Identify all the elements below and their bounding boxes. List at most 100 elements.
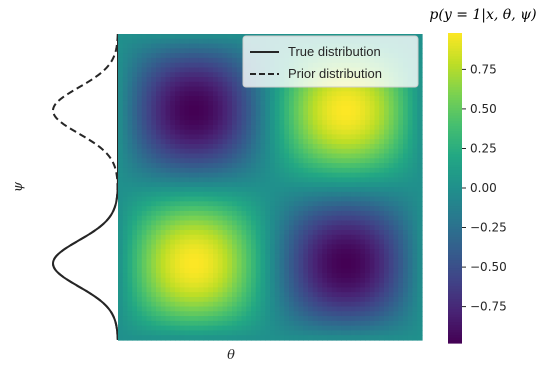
heatmap-cell: [141, 187, 148, 193]
heatmap-cell: [346, 115, 352, 121]
heatmap-cell: [346, 158, 352, 164]
heatmap-cell: [336, 311, 342, 317]
heatmap-cell: [160, 38, 167, 45]
colorbar-segment: [448, 123, 462, 127]
heatmap-cell: [407, 311, 414, 317]
heatmap-cell: [403, 139, 409, 145]
heatmap-cell: [213, 201, 219, 207]
heatmap-cell: [118, 325, 124, 332]
heatmap-cell: [251, 206, 257, 212]
heatmap-cell: [189, 48, 195, 54]
heatmap-cell: [350, 139, 357, 145]
heatmap-cell: [412, 325, 418, 332]
colorbar-segment: [448, 110, 462, 114]
heatmap-cell: [260, 163, 266, 169]
heatmap-cell: [137, 330, 143, 336]
heatmap-cell: [336, 244, 342, 250]
heatmap-cell: [284, 129, 290, 136]
heatmap-cell: [156, 253, 162, 260]
heatmap-cell: [217, 139, 224, 145]
heatmap-cell: [236, 77, 243, 83]
heatmap-cell: [322, 167, 328, 174]
heatmap-cell: [360, 335, 366, 341]
heatmap-cell: [236, 105, 243, 112]
heatmap-cell: [369, 253, 376, 260]
heatmap-cell: [403, 187, 409, 193]
heatmap-cell: [241, 225, 247, 231]
heatmap-cell: [203, 268, 209, 274]
heatmap-cell: [189, 77, 195, 83]
heatmap-cell: [327, 115, 333, 121]
heatmap-cell: [232, 153, 238, 159]
heatmap-cell: [417, 191, 423, 198]
y-axis-label: ψ: [11, 181, 26, 192]
heatmap-cell: [132, 191, 138, 198]
heatmap-cell: [289, 177, 295, 183]
heatmap-cell: [388, 206, 395, 212]
heatmap-cell: [274, 206, 281, 212]
heatmap-cell: [274, 177, 281, 183]
heatmap-cell: [255, 258, 262, 265]
heatmap-cell: [118, 91, 124, 97]
heatmap-cell: [412, 249, 418, 255]
heatmap-cell: [360, 191, 366, 198]
heatmap-cell: [331, 153, 338, 159]
heatmap-cell: [137, 316, 143, 322]
heatmap-cell: [213, 287, 219, 293]
heatmap-cell: [317, 296, 323, 303]
heatmap-cell: [198, 77, 205, 83]
heatmap-cell: [365, 124, 371, 131]
heatmap-cell: [208, 253, 214, 260]
heatmap-cell: [179, 249, 186, 255]
heatmap-cell: [293, 100, 300, 107]
heatmap-cell: [208, 306, 214, 312]
heatmap-cell: [284, 263, 290, 269]
heatmap-cell: [312, 292, 319, 298]
heatmap-cell: [146, 91, 152, 97]
heatmap-cell: [293, 277, 300, 284]
heatmap-cell: [246, 282, 252, 289]
heatmap-cell: [179, 105, 186, 112]
heatmap-cell: [341, 201, 347, 207]
heatmap-cell: [118, 158, 124, 164]
colorbar-segment: [448, 97, 462, 101]
heatmap-cell: [388, 129, 395, 136]
heatmap-cell: [369, 86, 376, 92]
heatmap-cell: [365, 210, 371, 217]
heatmap-cell: [398, 206, 404, 212]
heatmap-cell: [194, 234, 200, 241]
heatmap-cell: [384, 158, 390, 164]
heatmap-cell: [165, 43, 171, 49]
heatmap-cell: [350, 110, 357, 116]
heatmap-cell: [132, 282, 138, 289]
heatmap-cell: [170, 306, 176, 312]
true-distribution-curve: [51, 34, 119, 341]
heatmap-cell: [279, 287, 285, 293]
heatmap-cell: [407, 115, 414, 121]
heatmap-cell: [217, 273, 224, 279]
heatmap-cell: [179, 182, 186, 188]
heatmap-cell: [417, 129, 423, 136]
heatmap-cell: [279, 239, 285, 245]
heatmap-cell: [279, 282, 285, 289]
heatmap-cell: [118, 100, 124, 107]
heatmap-cell: [251, 129, 257, 136]
heatmap-cell: [417, 330, 423, 336]
heatmap-cell: [274, 215, 281, 222]
heatmap-cell: [132, 316, 138, 322]
heatmap-cell: [289, 301, 295, 308]
heatmap-cell: [118, 177, 124, 183]
heatmap-cell: [241, 163, 247, 169]
heatmap-cell: [341, 282, 347, 289]
heatmap-cell: [118, 258, 124, 265]
heatmap-cell: [355, 268, 361, 274]
heatmap-cell: [384, 263, 390, 269]
heatmap-cell: [407, 277, 414, 284]
heatmap-cell: [322, 86, 328, 92]
heatmap-cell: [194, 277, 200, 284]
heatmap-cell: [170, 258, 176, 265]
heatmap-cell: [227, 268, 233, 274]
heatmap-cell: [260, 187, 266, 193]
heatmap-cell: [327, 196, 333, 202]
heatmap-cell: [384, 311, 390, 317]
